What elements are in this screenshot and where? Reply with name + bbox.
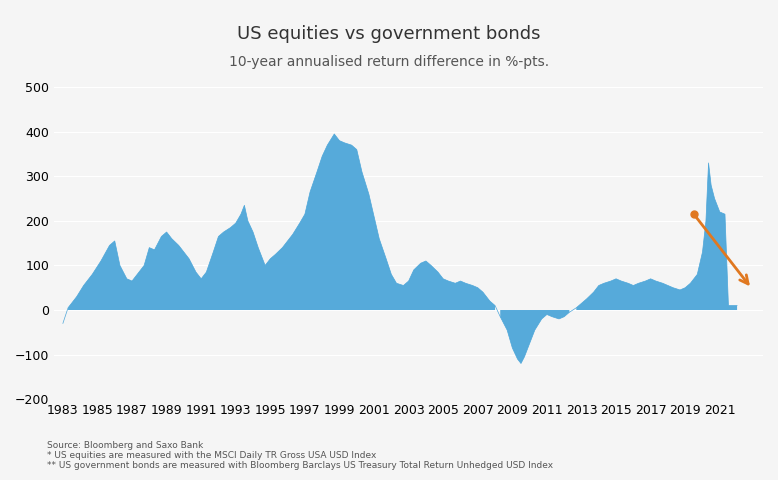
Text: US equities vs government bonds: US equities vs government bonds: [237, 24, 541, 43]
Text: Source: Bloomberg and Saxo Bank
* US equities are measured with the MSCI Daily T: Source: Bloomberg and Saxo Bank * US equ…: [47, 441, 553, 470]
Text: 10-year annualised return difference in %-pts.: 10-year annualised return difference in …: [229, 55, 549, 70]
